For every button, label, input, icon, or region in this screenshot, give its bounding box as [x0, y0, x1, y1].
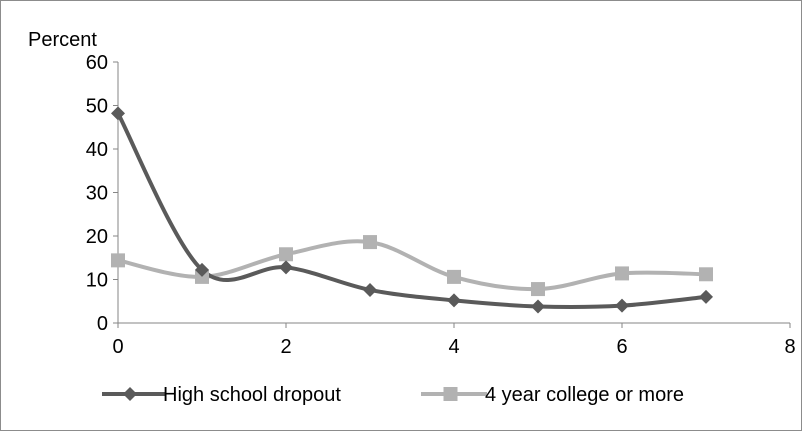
square-marker	[447, 269, 461, 284]
diamond-marker	[363, 282, 377, 297]
legend-label: 4 year college or more	[485, 384, 684, 406]
y-tick-label: 40	[86, 139, 108, 161]
legend-marker-0	[123, 387, 137, 401]
diamond-marker	[531, 299, 545, 314]
diamond-marker	[447, 293, 461, 308]
legend-label: High school dropout	[163, 384, 341, 406]
y-tick-label: 60	[86, 52, 108, 74]
y-tick-label: 10	[86, 270, 108, 292]
x-tick-label: 8	[784, 336, 795, 358]
diamond-marker	[279, 260, 293, 275]
diamond-marker	[195, 262, 209, 277]
y-tick-label: 30	[86, 183, 108, 205]
series-markers	[111, 106, 713, 314]
square-marker	[615, 266, 629, 281]
y-axis-label: Percent	[28, 29, 97, 51]
y-tick-label: 0	[97, 313, 108, 335]
y-tick-label: 20	[86, 226, 108, 248]
x-tick-label: 4	[448, 336, 459, 358]
diamond-marker	[615, 298, 629, 313]
square-marker	[111, 253, 125, 268]
x-tick-label: 2	[280, 336, 291, 358]
square-marker	[279, 247, 293, 262]
legend-marker-1	[443, 387, 458, 401]
legend: High school dropout 4 year college or mor…	[102, 384, 684, 406]
square-marker	[699, 267, 713, 282]
x-tick-label: 6	[616, 336, 627, 358]
y-tick-label: 50	[86, 96, 108, 118]
diamond-marker	[699, 289, 713, 304]
square-marker	[363, 235, 377, 250]
diamond-marker	[111, 106, 125, 121]
x-tick-label: 0	[112, 336, 123, 358]
square-marker	[531, 282, 545, 297]
axes: 0 10 20 30 40 50 60 0 2 4 6 8	[86, 52, 796, 358]
